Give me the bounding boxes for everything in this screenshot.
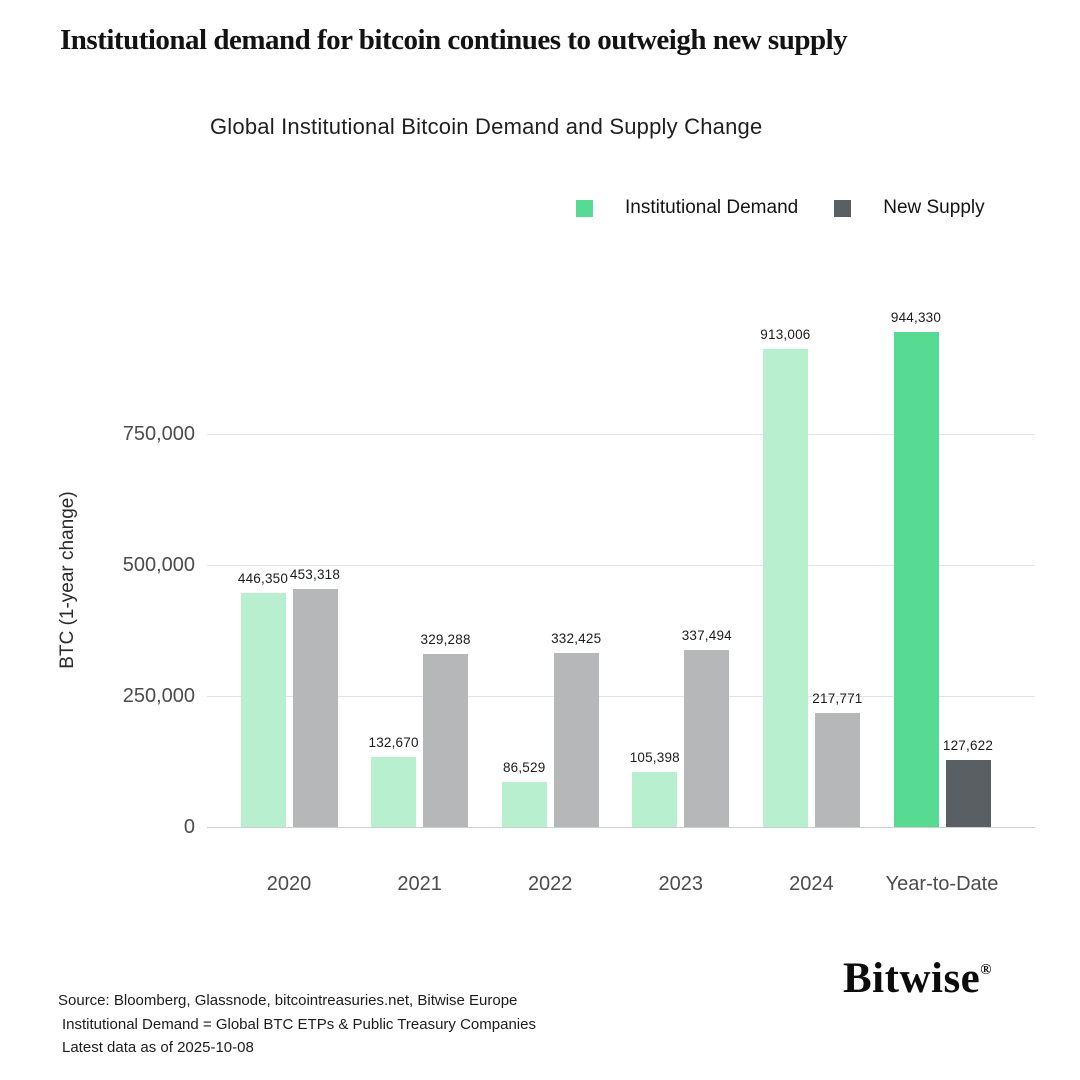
bar-value-new-supply-2021: 329,288 <box>420 632 471 648</box>
source-note: Source: Bloomberg, Glassnode, bitcointre… <box>58 989 536 1060</box>
legend-swatch-supply-icon <box>834 199 852 217</box>
source-line-1: Source: Bloomberg, Glassnode, bitcointre… <box>58 992 518 1009</box>
legend-label-supply: New Supply <box>883 197 985 218</box>
x-tick-label-2022: 2022 <box>527 873 573 895</box>
bar-new-supply-2020 <box>292 589 338 827</box>
legend-item-new-supply: New Supply <box>834 197 985 219</box>
bar-new-supply-year-to-date <box>945 760 991 827</box>
legend-swatch-demand-icon <box>576 199 593 217</box>
bar-institutional-demand-2024 <box>762 348 808 827</box>
source-line-2: Institutional Demand = Global BTC ETPs &… <box>62 1015 536 1033</box>
legend-label-demand: Institutional Demand <box>625 197 799 218</box>
bar-institutional-demand-2023 <box>632 771 678 827</box>
bar-institutional-demand-2020 <box>240 593 286 827</box>
bar-institutional-demand-2022 <box>501 781 547 827</box>
x-tick-label-2020: 2020 <box>266 873 312 895</box>
legend-item-institutional-demand: Institutional Demand <box>576 197 798 219</box>
bar-new-supply-2023 <box>684 650 730 827</box>
bar-value-institutional-demand-2024: 913,006 <box>760 326 811 342</box>
x-tick-label-2024: 2024 <box>789 873 834 895</box>
page-title: Institutional demand for bitcoin continu… <box>60 24 848 56</box>
bar-new-supply-2024 <box>814 712 860 827</box>
bar-value-new-supply-2020: 453,318 <box>289 567 341 583</box>
gridline-250000 <box>207 696 1035 697</box>
x-tick-label-2021: 2021 <box>397 873 442 895</box>
bitwise-logo: Bitwise® <box>843 954 992 1003</box>
bitwise-logo-text: Bitwise <box>843 955 981 1002</box>
legend: Institutional Demand New Supply <box>576 197 985 219</box>
bar-new-supply-2021 <box>423 654 469 827</box>
bar-institutional-demand-year-to-date <box>893 332 939 827</box>
gridline-750000 <box>207 434 1035 435</box>
registered-mark-icon: ® <box>980 962 992 978</box>
bar-institutional-demand-2021 <box>371 757 417 827</box>
y-tick-label-0: 0 <box>183 816 195 838</box>
bar-new-supply-2022 <box>553 652 599 827</box>
gridline-0 <box>207 827 1035 828</box>
y-tick-label-500000: 500,000 <box>122 554 195 576</box>
chart-title: Global Institutional Bitcoin Demand and … <box>210 114 763 139</box>
x-tick-label-year-to-date: Year-to-Date <box>885 873 999 895</box>
x-tick-label-2023: 2023 <box>658 873 704 895</box>
bar-value-institutional-demand-2023: 105,398 <box>629 749 680 765</box>
bar-value-institutional-demand-2020: 446,350 <box>237 571 289 587</box>
bar-value-institutional-demand-2021: 132,670 <box>368 735 419 751</box>
y-tick-label-250000: 250,000 <box>122 685 195 707</box>
bar-value-new-supply-year-to-date: 127,622 <box>942 738 994 754</box>
gridline-500000 <box>207 565 1035 566</box>
bar-value-institutional-demand-2022: 86,529 <box>502 759 546 775</box>
source-line-3: Latest data as of 2025-10-08 <box>62 1039 254 1056</box>
bar-value-institutional-demand-year-to-date: 944,330 <box>890 310 942 326</box>
bar-value-new-supply-2022: 332,425 <box>551 630 602 646</box>
bar-value-new-supply-2023: 337,494 <box>681 628 732 644</box>
bar-value-new-supply-2024: 217,771 <box>812 690 863 706</box>
y-tick-label-750000: 750,000 <box>122 423 195 445</box>
